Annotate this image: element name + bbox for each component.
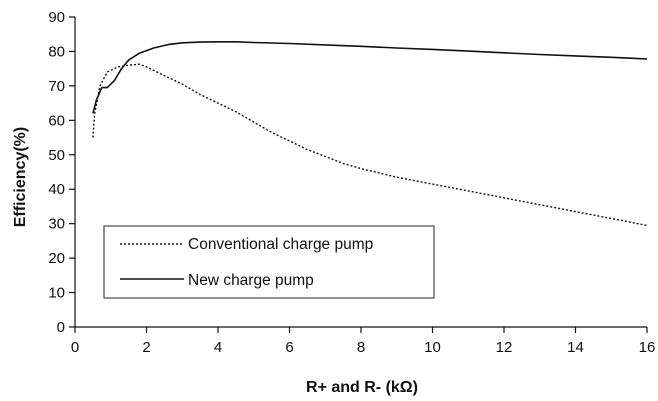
y-tick-label: 80 <box>48 43 65 60</box>
y-tick-label: 50 <box>48 147 65 164</box>
series-layer <box>92 41 648 227</box>
x-axis: 0 2 4 6 8 10 12 14 16 <box>71 326 656 356</box>
legend-label-conventional: Conventional charge pump <box>188 236 373 253</box>
series-line-conventional <box>92 63 648 227</box>
x-tick-label: 0 <box>71 339 79 356</box>
y-tick-label: 0 <box>57 319 65 336</box>
y-axis-title: Efficiency(%) <box>12 127 29 227</box>
y-tick-label: 30 <box>48 216 65 233</box>
x-tick-label: 8 <box>357 339 365 356</box>
x-tick-label: 6 <box>285 339 293 356</box>
y-axis: 0 10 20 30 40 50 60 70 80 90 <box>48 9 76 336</box>
x-tick-label: 12 <box>496 339 513 356</box>
x-tick-label: 10 <box>424 339 441 356</box>
y-tick-label: 60 <box>48 112 65 129</box>
x-tick-label: 2 <box>142 339 150 356</box>
series-line-new <box>92 41 648 114</box>
x-tick-label: 4 <box>214 339 222 356</box>
y-tick-label: 20 <box>48 250 65 267</box>
legend: Conventional charge pump New charge pump <box>103 225 435 299</box>
legend-label-new: New charge pump <box>188 272 314 289</box>
x-tick-label: 16 <box>639 339 656 356</box>
y-tick-label: 90 <box>48 9 65 26</box>
y-tick-label: 10 <box>48 285 65 302</box>
y-tick-label: 70 <box>48 78 65 95</box>
y-tick-label: 40 <box>48 181 65 198</box>
x-axis-title: R+ and R- (kΩ) <box>306 379 418 396</box>
legend-box <box>103 225 435 299</box>
x-tick-label: 14 <box>567 339 584 356</box>
